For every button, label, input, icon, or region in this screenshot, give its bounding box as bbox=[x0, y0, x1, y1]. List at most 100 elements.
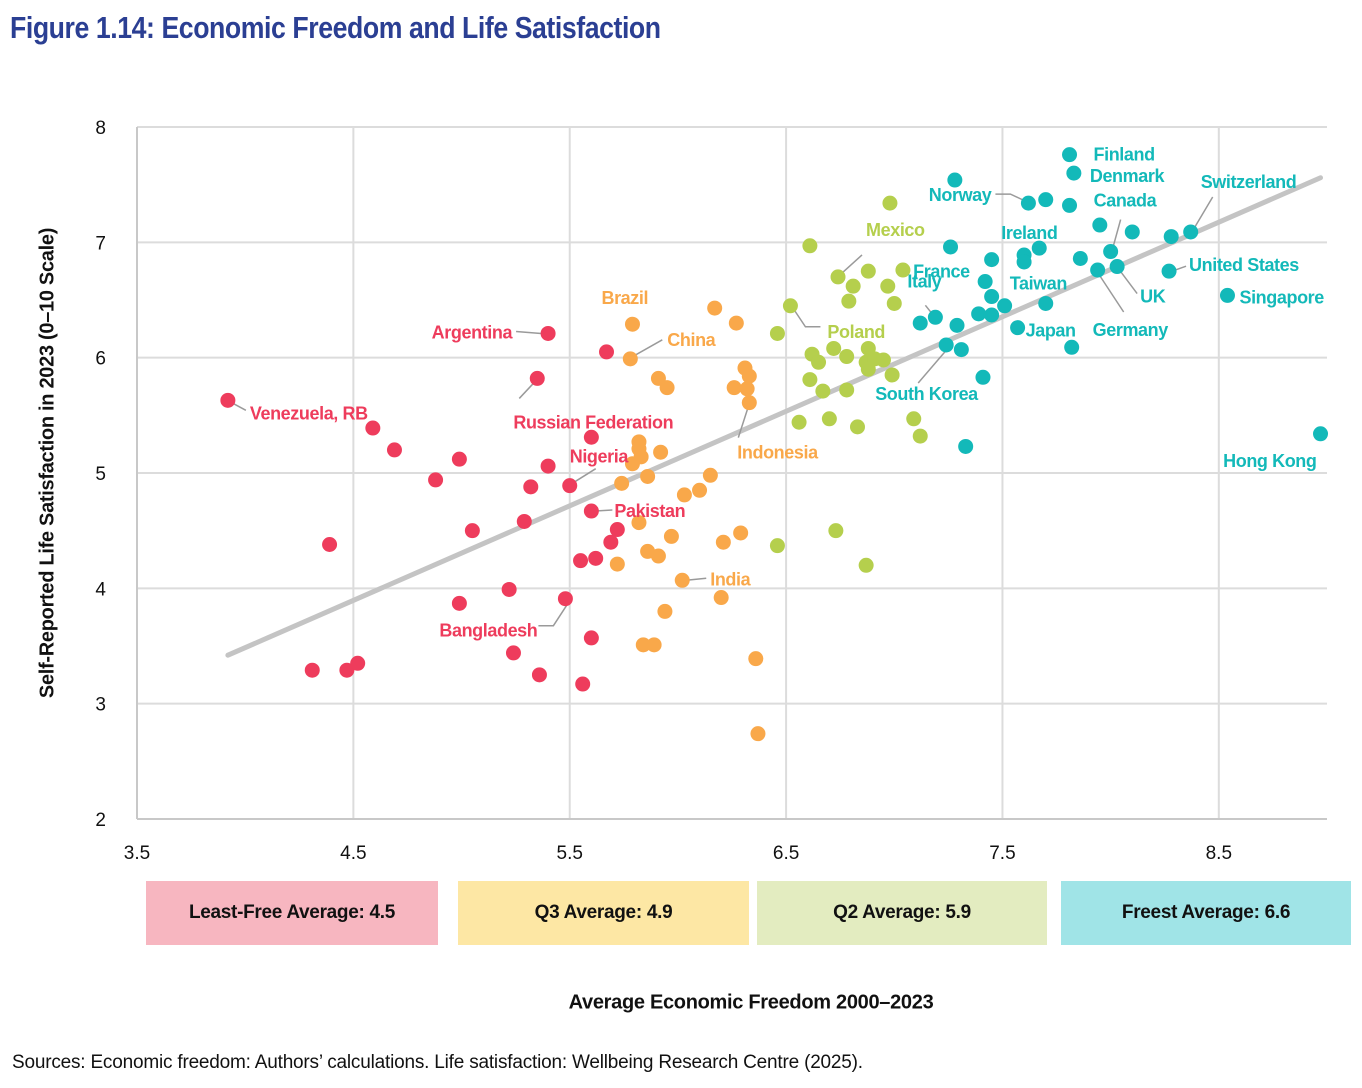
point-label-bangladesh: Bangladesh bbox=[439, 621, 537, 641]
point-label-china: China bbox=[667, 330, 716, 350]
data-point-q3 bbox=[640, 468, 656, 484]
point-label-switzerland: Switzerland bbox=[1201, 172, 1297, 192]
data-point-least-free bbox=[304, 662, 320, 678]
point-label-united-states: United States bbox=[1189, 255, 1299, 275]
data-point-least-free bbox=[603, 534, 619, 550]
data-point-freest bbox=[1109, 259, 1125, 275]
data-point-q2 bbox=[884, 367, 900, 383]
data-point-q3 bbox=[657, 603, 673, 619]
data-point-q2 bbox=[906, 411, 922, 427]
data-point-least-free bbox=[531, 667, 547, 683]
data-point-freest bbox=[1016, 254, 1032, 270]
point-label-ireland: Ireland bbox=[1001, 223, 1057, 243]
data-point-freest bbox=[984, 307, 1000, 323]
data-point-q3 bbox=[663, 528, 679, 544]
label-leader-line bbox=[631, 339, 663, 358]
q3-average-label: Q3 Average: 4.9 bbox=[534, 902, 673, 923]
data-point-freest bbox=[943, 239, 959, 255]
tick-labels: 2 3 4 5 6 7 8 3.5 4.5 5.5 6.5 7.5 8.5 bbox=[95, 118, 1232, 864]
axes bbox=[136, 127, 1327, 820]
freest-average-box: Freest Average: 6.6 bbox=[1061, 881, 1351, 945]
y-tick-label: 2 bbox=[95, 810, 106, 831]
data-point-q2 bbox=[802, 238, 818, 254]
data-point-least-free bbox=[588, 550, 604, 566]
label-leader-line bbox=[917, 347, 949, 384]
label-leader-line bbox=[1098, 273, 1125, 313]
q3-average-box: Q3 Average: 4.9 bbox=[458, 881, 749, 945]
data-point-least-free bbox=[451, 451, 467, 467]
figure-title: Figure 1.14: Economic Freedom and Life S… bbox=[10, 10, 661, 45]
point-label-argentina: Argentina bbox=[432, 322, 514, 342]
data-point-least-free bbox=[451, 595, 467, 611]
point-label-nigeria: Nigeria bbox=[570, 447, 630, 467]
data-point-q2 bbox=[782, 298, 798, 314]
data-point-freest bbox=[1038, 192, 1054, 208]
data-point-freest bbox=[971, 306, 987, 322]
point-label-denmark: Denmark bbox=[1090, 166, 1166, 186]
point-label-canada: Canada bbox=[1094, 191, 1158, 211]
data-point-q3 bbox=[622, 351, 638, 367]
data-point-least-free bbox=[501, 581, 517, 597]
data-point-q2 bbox=[826, 340, 842, 356]
data-point-freest bbox=[1038, 295, 1054, 311]
point-label-italy: Italy bbox=[907, 271, 941, 291]
data-point-q3 bbox=[726, 380, 742, 396]
y-tick-label: 4 bbox=[95, 579, 106, 600]
q2-average-label: Q2 Average: 5.9 bbox=[833, 902, 971, 923]
data-point-least-free bbox=[609, 522, 625, 538]
data-point-q2 bbox=[769, 325, 785, 341]
data-point-q2 bbox=[802, 372, 818, 388]
q2-average-box: Q2 Average: 5.9 bbox=[757, 881, 1047, 945]
data-point-q2 bbox=[882, 195, 898, 211]
data-point-least-free bbox=[505, 645, 521, 661]
point-label-norway: Norway bbox=[929, 185, 992, 205]
gridlines bbox=[137, 126, 1327, 819]
label-leaders bbox=[232, 193, 1214, 627]
y-tick-label: 5 bbox=[95, 464, 106, 485]
data-point-q3 bbox=[739, 381, 755, 397]
label-leader-line bbox=[792, 308, 821, 328]
point-label-india: India bbox=[710, 569, 751, 589]
data-point-q3 bbox=[609, 556, 625, 572]
point-label-finland: Finland bbox=[1094, 145, 1155, 165]
data-point-q3 bbox=[707, 300, 723, 316]
data-point-freest bbox=[1092, 217, 1108, 233]
point-label-venezuela-rb: Venezuela, RB bbox=[250, 403, 368, 423]
sources-note: Sources: Economic freedom: Authors’ calc… bbox=[12, 1052, 863, 1073]
data-point-q2 bbox=[912, 428, 928, 444]
data-point-q3 bbox=[715, 534, 731, 550]
label-leader-line bbox=[995, 193, 1026, 202]
data-point-freest bbox=[1062, 147, 1078, 163]
data-point-freest bbox=[1124, 224, 1140, 240]
data-point-q2 bbox=[875, 352, 891, 368]
y-tick-label: 7 bbox=[95, 233, 106, 254]
data-point-freest bbox=[1066, 165, 1082, 181]
data-point-freest bbox=[958, 438, 974, 454]
data-point-least-free bbox=[339, 662, 355, 678]
label-leader-line bbox=[1111, 219, 1122, 249]
x-tick-label: 7.5 bbox=[989, 843, 1015, 864]
trendline bbox=[225, 175, 1324, 658]
data-point-q3 bbox=[741, 395, 757, 411]
data-point-freest bbox=[912, 315, 928, 331]
data-point-q3 bbox=[624, 316, 640, 332]
data-point-q2 bbox=[886, 295, 902, 311]
point-label-brazil: Brazil bbox=[601, 288, 648, 308]
point-label-hong-kong: Hong Kong bbox=[1223, 451, 1316, 471]
data-point-q2 bbox=[769, 538, 785, 554]
y-tick-label: 3 bbox=[95, 695, 106, 716]
data-point-q2 bbox=[860, 263, 876, 279]
data-point-q3 bbox=[653, 444, 669, 460]
data-point-freest bbox=[949, 317, 965, 333]
point-label-germany: Germany bbox=[1093, 320, 1169, 340]
data-point-q2 bbox=[841, 293, 857, 309]
data-point-q3 bbox=[741, 368, 757, 384]
data-point-freest bbox=[977, 274, 993, 290]
label-leader-line bbox=[518, 381, 535, 399]
data-point-q2 bbox=[858, 557, 874, 573]
data-point-least-free bbox=[575, 676, 591, 692]
data-point-least-free bbox=[365, 420, 381, 436]
point-label-pakistan: Pakistan bbox=[614, 501, 685, 521]
data-point-freest bbox=[947, 172, 963, 188]
